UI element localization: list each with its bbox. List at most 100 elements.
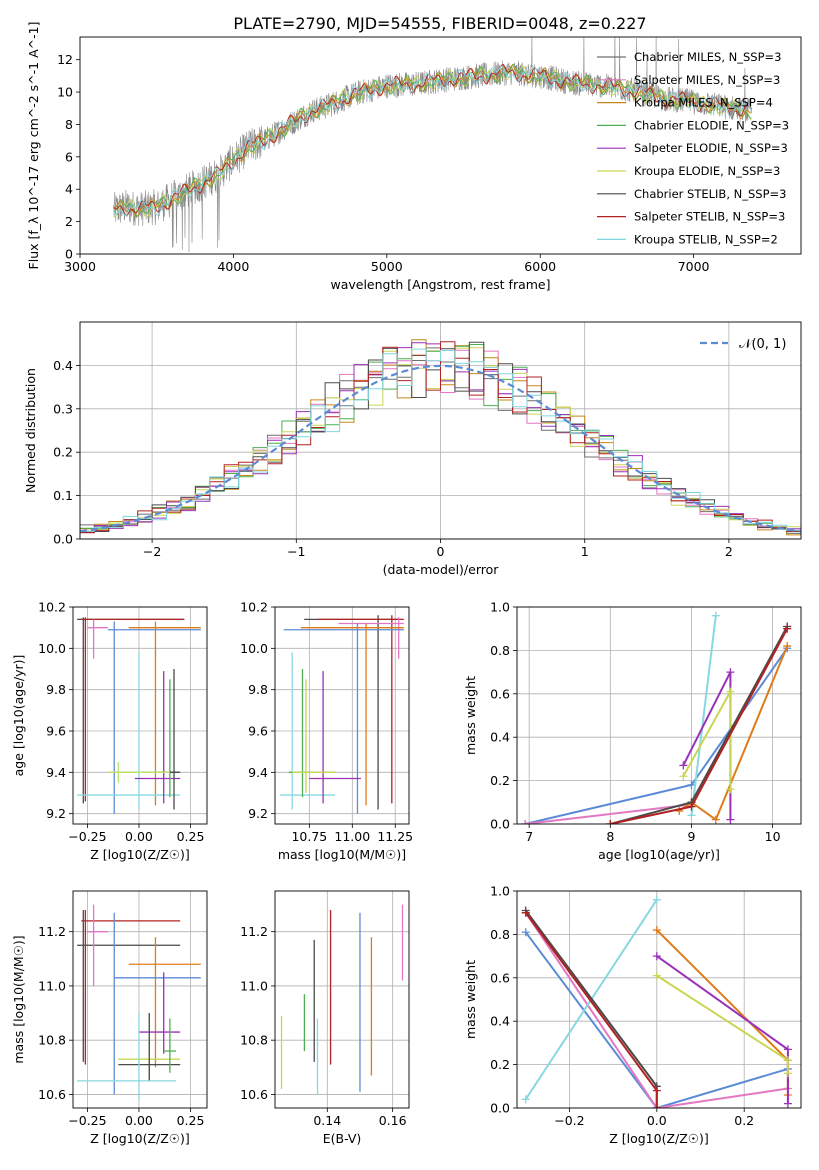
weight-series-line xyxy=(524,626,789,824)
x-axis-label: (data-model)/error xyxy=(383,562,500,577)
legend-label: Chabrier ELODIE, N_SSP=3 xyxy=(634,118,789,132)
y-axis-label: mass weight xyxy=(463,676,478,755)
y-tick-label: 9.6 xyxy=(248,724,268,739)
legend-label: Kroupa STELIB, N_SSP=2 xyxy=(634,232,778,246)
x-tick-label: −0.25 xyxy=(68,1113,106,1128)
y-axis-label: age [log10(age/yr)] xyxy=(11,655,26,777)
y-tick-label: 0.4 xyxy=(490,1014,510,1029)
observed-spectrum-line xyxy=(113,37,752,253)
y-tick-label: 9.4 xyxy=(248,765,268,780)
weight-series-line xyxy=(656,929,789,1095)
x-tick-label: 11.25 xyxy=(377,829,413,844)
plot-area xyxy=(521,611,792,824)
plot-area xyxy=(113,37,752,253)
weight-series-line xyxy=(610,628,789,824)
weight-point-marker xyxy=(783,642,792,651)
weight-point-marker xyxy=(783,1045,792,1054)
mass-weight-vs-metallicity-panel: −0.2 0.0 0.2 0.0 0.2 0.4 0.6 0.8 1.0 Z [log10(Z/Z… xyxy=(463,884,802,1146)
y-tick-label: 9.6 xyxy=(46,724,66,739)
y-tick-label: 10.6 xyxy=(38,1087,66,1102)
legend-label: Salpeter ELODIE, N_SSP=3 xyxy=(634,141,788,155)
y-tick-label: 0.4 xyxy=(53,358,73,373)
weight-point-marker xyxy=(687,802,696,811)
x-tick-label: 5000 xyxy=(371,259,403,274)
y-tick-label: 10.0 xyxy=(38,641,66,656)
x-tick-label: 3000 xyxy=(64,259,96,274)
weight-point-marker xyxy=(726,785,735,794)
x-tick-label: −1 xyxy=(287,544,305,559)
weight-point-marker xyxy=(726,687,735,696)
weight-point-marker xyxy=(652,1086,661,1095)
y-tick-label: 9.2 xyxy=(248,806,268,821)
age-vs-mass-panel: 10.75 11.00 11.25 9.2 9.4 9.6 9.8 10.0 10.2 mass … xyxy=(240,600,413,863)
y-tick-label: 11.0 xyxy=(240,978,268,993)
mass-vs-metallicity-panel: −0.25 0.00 0.25 10.6 10.8 11.0 11.2 Z [log10(Z/… xyxy=(11,890,208,1146)
legend-label: Kroupa ELODIE, N_SSP=3 xyxy=(634,164,780,178)
x-axis-label: Z [log10(Z/Z☉)] xyxy=(90,847,190,862)
legend-label: Kroupa MILES, N_SSP=4 xyxy=(634,96,773,110)
weight-point-marker xyxy=(726,815,735,824)
y-tick-label: 12 xyxy=(57,52,73,67)
x-tick-label: 0.0 xyxy=(647,1113,667,1128)
weight-point-marker xyxy=(679,772,688,781)
model-spectrum-line xyxy=(113,63,752,217)
y-tick-label: 2 xyxy=(65,214,73,229)
plot-area xyxy=(521,895,792,1108)
x-axis-label: E(B-V) xyxy=(323,1131,362,1146)
weight-point-marker xyxy=(783,1099,792,1108)
weight-series-line xyxy=(524,912,789,1108)
weight-point-marker xyxy=(521,1095,530,1104)
y-tick-label: 11.2 xyxy=(240,924,268,939)
y-axis-label: mass [log10(M/M☉)] xyxy=(11,935,26,1063)
x-tick-label: 0.25 xyxy=(177,1113,205,1128)
x-axis-label: Z [log10(Z/Z☉)] xyxy=(609,1131,709,1146)
y-tick-label: 6 xyxy=(65,149,73,164)
y-tick-label: 10.2 xyxy=(240,600,268,615)
weight-point-marker xyxy=(687,811,696,820)
x-tick-label: 0.16 xyxy=(379,1113,407,1128)
legend-label: 𝒩(0, 1) xyxy=(739,337,786,352)
weight-series-line xyxy=(690,615,717,816)
model-spectrum-line xyxy=(113,65,752,216)
x-tick-label: 0.00 xyxy=(125,829,153,844)
x-tick-label: 0 xyxy=(437,544,445,559)
legend-label: Salpeter STELIB, N_SSP=3 xyxy=(634,210,785,224)
y-tick-label: 0.0 xyxy=(490,817,510,832)
normal-reference-curve xyxy=(80,364,801,533)
y-tick-label: 11.2 xyxy=(38,924,66,939)
axes-frame xyxy=(516,606,802,825)
y-tick-label: 0.1 xyxy=(53,488,73,503)
axes-frame xyxy=(72,606,208,825)
axes-frame xyxy=(79,36,802,255)
weight-point-marker xyxy=(521,820,530,824)
x-tick-label: −2 xyxy=(143,544,161,559)
weight-point-marker xyxy=(652,926,661,935)
spectrum-panel: 3000 4000 5000 6000 7000 0 2 4 6 8 10 12 wavelength … xyxy=(26,22,802,292)
weight-point-marker xyxy=(652,895,661,904)
model-spectrum-line xyxy=(113,65,752,218)
figure-title: PLATE=2790, MJD=54555, FIBERID=0048, z=0… xyxy=(233,14,646,33)
weight-series-line xyxy=(524,647,789,824)
y-tick-label: 4 xyxy=(65,182,73,197)
y-axis-label: Flux [f_λ 10^-17 erg cm^-2 s^-1 A^-1] xyxy=(26,22,41,270)
legend-label: Chabrier STELIB, N_SSP=3 xyxy=(634,187,786,201)
x-tick-label: 6000 xyxy=(524,259,556,274)
x-tick-label: 2 xyxy=(725,544,733,559)
mass-vs-ebv-panel: 0.14 0.16 10.6 10.8 11.0 11.2 E(B-V) xyxy=(240,890,410,1146)
weight-series-line xyxy=(524,931,789,1108)
x-tick-label: 11.00 xyxy=(334,829,370,844)
y-tick-label: 10.8 xyxy=(38,1033,66,1048)
weight-point-marker xyxy=(783,1069,792,1078)
x-tick-label: 7000 xyxy=(678,259,710,274)
weight-point-marker xyxy=(783,1056,792,1065)
weight-point-marker xyxy=(687,780,696,789)
model-spectrum-line xyxy=(113,64,752,216)
plot-area xyxy=(80,339,801,536)
y-axis-label: Normed distribution xyxy=(23,368,38,493)
y-tick-label: 0.2 xyxy=(490,773,510,788)
y-tick-label: 0.8 xyxy=(490,927,510,942)
x-tick-label: 4000 xyxy=(217,259,249,274)
weight-point-marker xyxy=(521,928,530,937)
y-tick-label: 0 xyxy=(65,247,73,262)
y-tick-label: 10 xyxy=(57,85,73,100)
